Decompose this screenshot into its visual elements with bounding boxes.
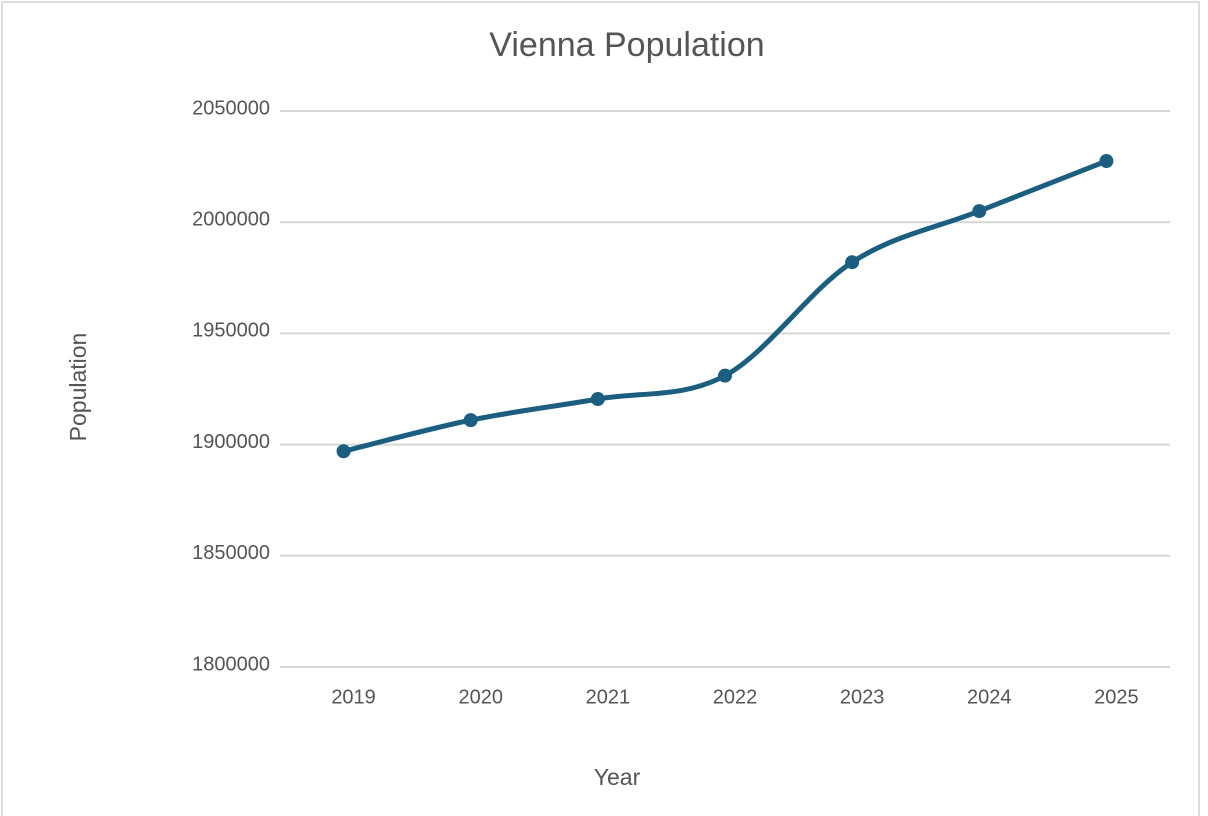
x-tick-label: 2021 (586, 686, 631, 708)
point (845, 255, 860, 270)
x-tick-label: 2020 (458, 686, 503, 708)
x-tick-label: 2024 (967, 686, 1012, 708)
x-tick-label: 2025 (1094, 686, 1139, 708)
x-tick-label: 2019 (331, 686, 376, 708)
point (718, 368, 732, 383)
y-axis-title: Population (65, 333, 91, 442)
y-tick-label: 2000000 (192, 208, 270, 230)
y-tick-label: 1950000 (192, 320, 270, 342)
y-tick-label: 1900000 (192, 431, 270, 453)
y-tick-label: 1800000 (192, 653, 270, 675)
y-tick-label: 1850000 (192, 542, 270, 564)
y-tick-label: 2050000 (192, 97, 270, 119)
chart-title: Vienna Population (489, 26, 764, 64)
x-tick-label: 2023 (840, 686, 885, 708)
x-tick-label: 2022 (713, 686, 758, 708)
point (336, 444, 351, 459)
x-axis-title: Year (594, 764, 641, 790)
point (590, 392, 605, 407)
point (972, 204, 987, 219)
point (463, 413, 478, 428)
point (1099, 154, 1114, 169)
